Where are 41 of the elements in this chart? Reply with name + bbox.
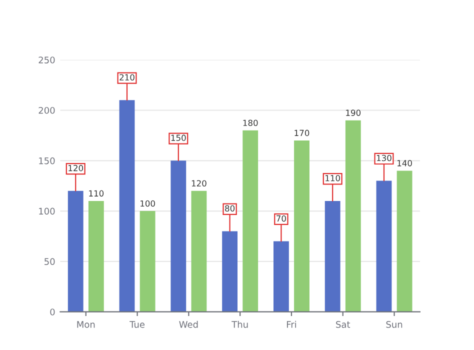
- x-tick-label: Sun: [386, 321, 402, 328]
- data-label: 120: [68, 164, 84, 172]
- bar: [396, 170, 412, 312]
- y-tick-label: 250: [38, 56, 55, 64]
- data-label: 80: [225, 205, 235, 212]
- bar: [140, 211, 156, 312]
- x-tick-label: Fri: [286, 320, 296, 328]
- bar: [170, 160, 186, 312]
- data-label: 100: [140, 200, 155, 207]
- bar: [324, 200, 340, 312]
- bar: [294, 140, 310, 312]
- x-tick-label: Tue: [130, 321, 145, 328]
- data-label: 110: [89, 190, 104, 197]
- x-tick-label: Sat: [336, 321, 350, 328]
- y-tick-label: 50: [44, 258, 55, 266]
- data-label: 70: [276, 215, 286, 222]
- bar: [191, 190, 207, 312]
- y-tick-label: 100: [39, 208, 55, 215]
- data-label: 140: [398, 160, 412, 166]
- x-tick-label: Wed: [179, 320, 198, 328]
- x-tick-label: Mon: [77, 321, 95, 328]
- y-tick-label: 200: [38, 106, 55, 114]
- data-label: 190: [346, 110, 361, 116]
- data-label: 170: [294, 130, 310, 136]
- bar: [273, 241, 289, 312]
- data-label: 110: [326, 174, 340, 182]
- data-label: 150: [171, 134, 186, 141]
- bar: [222, 231, 238, 312]
- bar: [242, 130, 258, 312]
- data-label: 180: [243, 120, 258, 126]
- bar: [119, 100, 135, 312]
- y-tick-label: 150: [39, 157, 55, 164]
- data-label: 210: [120, 74, 134, 80]
- bar: [88, 200, 104, 312]
- x-tick-label: Thu: [232, 320, 248, 328]
- data-label: 120: [192, 180, 206, 186]
- y-tick-label: 0: [50, 308, 55, 316]
- bar: [68, 190, 84, 312]
- bar: [345, 120, 361, 312]
- bar: [376, 180, 392, 312]
- data-label: 130: [376, 154, 392, 162]
